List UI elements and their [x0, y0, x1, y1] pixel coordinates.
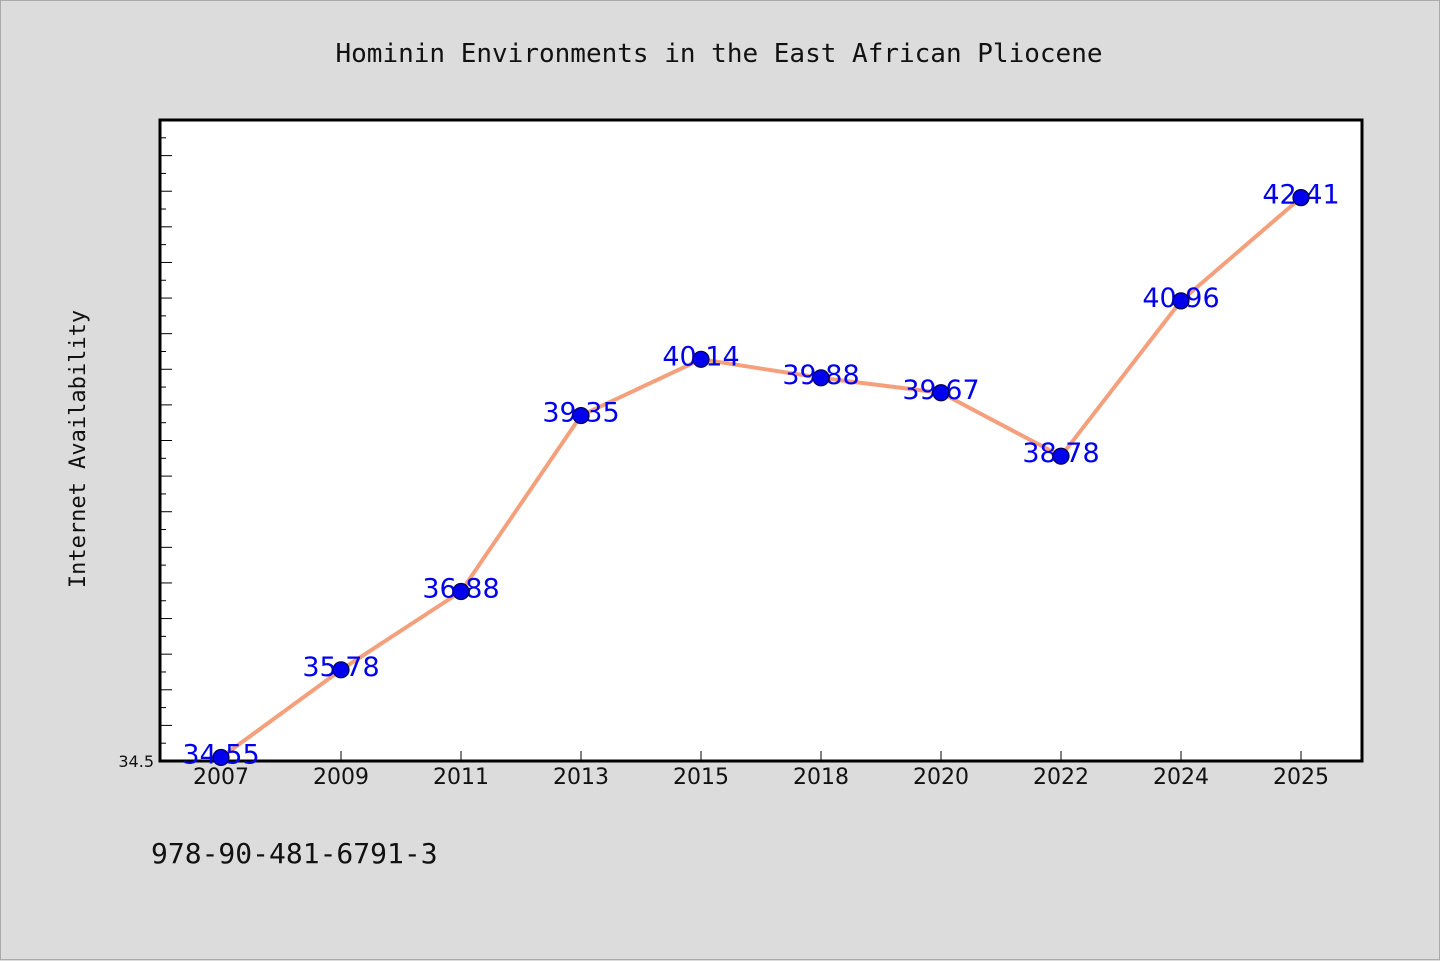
series-line-segment	[939, 390, 1063, 459]
plot-area	[160, 120, 1362, 761]
y-axis-tick-labels: 34.5	[118, 752, 154, 771]
series-line-segment	[219, 667, 343, 760]
series-line-segment	[819, 375, 943, 395]
x-tick-label-2025: 2025	[1273, 765, 1329, 790]
data-point-2011	[452, 582, 470, 601]
x-tick-label-2020: 2020	[913, 765, 969, 790]
x-tick-label-2007: 2007	[193, 765, 249, 790]
series-line-segment	[339, 589, 463, 672]
data-markers	[212, 189, 1310, 767]
series-line-segment	[1179, 195, 1303, 303]
x-tick-label-2011: 2011	[433, 765, 489, 790]
y-tick-label: 34.5	[118, 752, 154, 771]
data-point-2007	[212, 748, 230, 767]
x-tick-label-2022: 2022	[1033, 765, 1089, 790]
x-axis-tick-labels: 2007 2009 2011 2013 2015 2018 2020 2022 2024 2025	[193, 765, 1329, 790]
data-point-2020	[932, 384, 950, 402]
data-point-2024	[1172, 292, 1190, 310]
series-line-segment	[1059, 298, 1183, 459]
data-point-2018	[812, 369, 830, 387]
series-line-segment	[579, 357, 703, 418]
data-point-2025	[1292, 189, 1310, 207]
data-point-2009	[332, 661, 350, 679]
series-lines	[219, 195, 1303, 760]
data-point-2015	[692, 350, 710, 368]
x-tick-label-2013: 2013	[553, 765, 609, 790]
x-tick-label-2009: 2009	[313, 765, 369, 790]
x-tick-label-2018: 2018	[793, 765, 849, 790]
series-line-segment	[699, 357, 823, 380]
data-point-2022	[1052, 447, 1070, 465]
y-axis-label: Internet Availability	[66, 310, 91, 588]
data-point-2013	[572, 406, 590, 425]
chart-title: Hominin Environments in the East African…	[335, 39, 1102, 69]
series-line-segment	[459, 413, 583, 594]
x-tick-label-2024: 2024	[1153, 765, 1209, 790]
isbn-text: 978-90-481-6791-3	[151, 837, 438, 870]
plot-frame	[158, 118, 1364, 763]
x-tick-label-2015: 2015	[673, 765, 729, 790]
